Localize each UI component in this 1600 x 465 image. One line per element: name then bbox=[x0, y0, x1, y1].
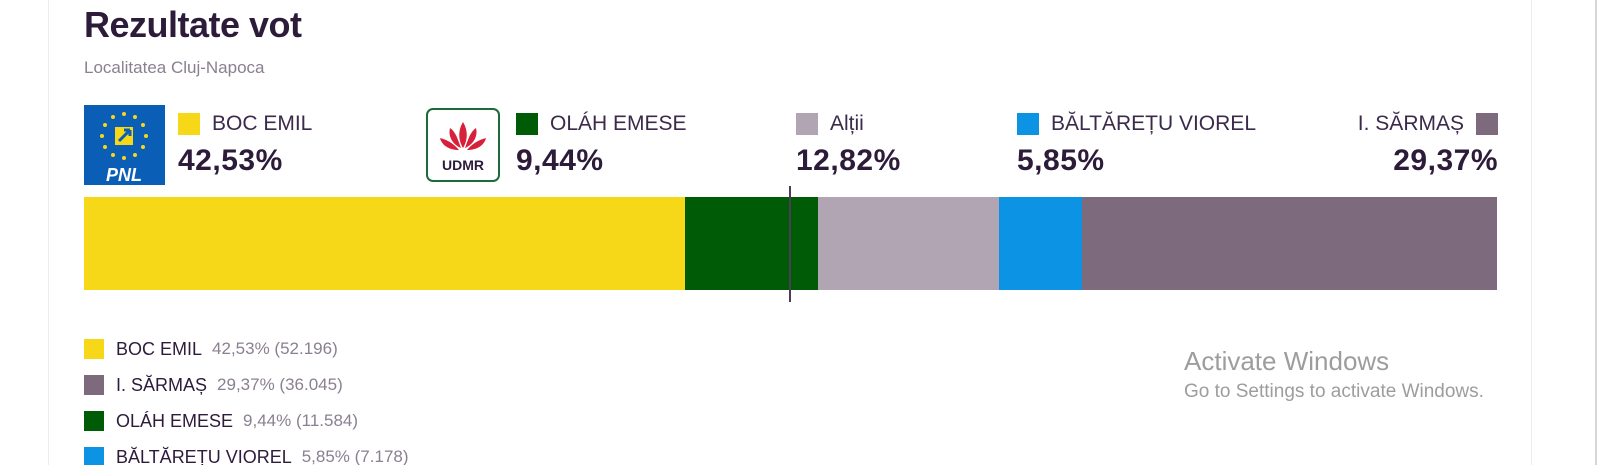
results-legend: BOC EMIL 42,53% (52.196) I. SĂRMAȘ 29,37% (… bbox=[84, 331, 409, 465]
bar-segment-ol-h-emese[interactable] bbox=[684, 197, 819, 290]
legend-candidate-name: BĂLTĂREȚU VIOREL bbox=[116, 446, 292, 465]
bar-segment-b-lt-re-u-viorel[interactable] bbox=[999, 197, 1082, 290]
baltaretu-color-swatch bbox=[1017, 113, 1039, 135]
bar-segment-boc-emil[interactable] bbox=[84, 197, 685, 290]
candidate-percent: 42,53% bbox=[178, 144, 283, 177]
legend-item: BOC EMIL 42,53% (52.196) bbox=[84, 331, 409, 367]
candidate-percent: 12,82% bbox=[796, 144, 901, 177]
legend-color-swatch bbox=[84, 411, 104, 431]
candidate-header-olah: OLÁH EMESE 9,44% bbox=[516, 110, 687, 178]
legend-candidate-name: BOC EMIL bbox=[116, 338, 203, 359]
legend-candidate-name: I. SĂRMAȘ bbox=[116, 374, 208, 395]
sarmas-color-swatch bbox=[1476, 113, 1498, 135]
legend-color-swatch bbox=[84, 447, 104, 465]
legend-candidate-value: 5,85% (7.178) bbox=[301, 447, 409, 465]
stacked-results-bar bbox=[84, 197, 1497, 290]
watermark-subtitle: Go to Settings to activate Windows. bbox=[1184, 381, 1484, 402]
page-title: Rezultate vot bbox=[84, 4, 302, 45]
altii-color-swatch bbox=[796, 113, 818, 135]
candidate-percent: 29,37% bbox=[1393, 144, 1498, 177]
udmr-logo-graphic: UDMR bbox=[440, 122, 486, 173]
legend-candidate-value: 9,44% (11.584) bbox=[243, 411, 359, 430]
bar-segment-al-ii[interactable] bbox=[818, 197, 1000, 290]
svg-text:PNL: PNL bbox=[106, 165, 142, 185]
candidate-name: Alții bbox=[830, 112, 864, 135]
svg-text:UDMR: UDMR bbox=[442, 157, 484, 173]
bar-segment-i-s-rma-[interactable] bbox=[1082, 197, 1497, 290]
candidate-header-altii: Alții 12,82% bbox=[796, 110, 901, 178]
pnl-logo: PNL bbox=[84, 105, 165, 185]
candidate-percent: 5,85% bbox=[1017, 144, 1105, 177]
legend-color-swatch bbox=[84, 339, 104, 359]
candidate-name: BOC EMIL bbox=[212, 112, 313, 135]
locality-subtitle: Localitatea Cluj-Napoca bbox=[84, 58, 265, 77]
legend-item: OLÁH EMESE 9,44% (11.584) bbox=[84, 403, 409, 439]
candidate-header-sarmas: I. SĂRMAȘ 29,37% bbox=[1358, 110, 1498, 178]
udmr-logo: UDMR bbox=[426, 108, 500, 182]
candidate-name: OLÁH EMESE bbox=[550, 112, 687, 135]
legend-item: I. SĂRMAȘ 29,37% (36.045) bbox=[84, 367, 409, 403]
pnl-logo-graphic: PNL bbox=[84, 105, 165, 185]
candidate-header-boc: BOC EMIL 42,53% bbox=[178, 110, 312, 178]
candidate-percent: 9,44% bbox=[516, 144, 604, 177]
windows-activation-watermark: Activate Windows Go to Settings to activ… bbox=[1184, 346, 1484, 403]
boc-color-swatch bbox=[178, 113, 200, 135]
candidate-name: BĂLTĂREȚU VIOREL bbox=[1051, 112, 1256, 135]
scrollbar-edge[interactable] bbox=[1595, 0, 1597, 465]
watermark-title: Activate Windows bbox=[1184, 346, 1390, 376]
legend-item: BĂLTĂREȚU VIOREL 5,85% (7.178) bbox=[84, 439, 409, 465]
olah-color-swatch bbox=[516, 113, 538, 135]
majority-threshold-line bbox=[789, 186, 791, 302]
candidate-name: I. SĂRMAȘ bbox=[1357, 112, 1464, 135]
legend-candidate-name: OLÁH EMESE bbox=[116, 410, 234, 431]
legend-candidate-value: 42,53% (52.196) bbox=[212, 339, 338, 358]
legend-candidate-value: 29,37% (36.045) bbox=[217, 375, 343, 394]
legend-color-swatch bbox=[84, 375, 104, 395]
candidate-header-baltaretu: BĂLTĂREȚU VIOREL 5,85% bbox=[1017, 110, 1256, 178]
